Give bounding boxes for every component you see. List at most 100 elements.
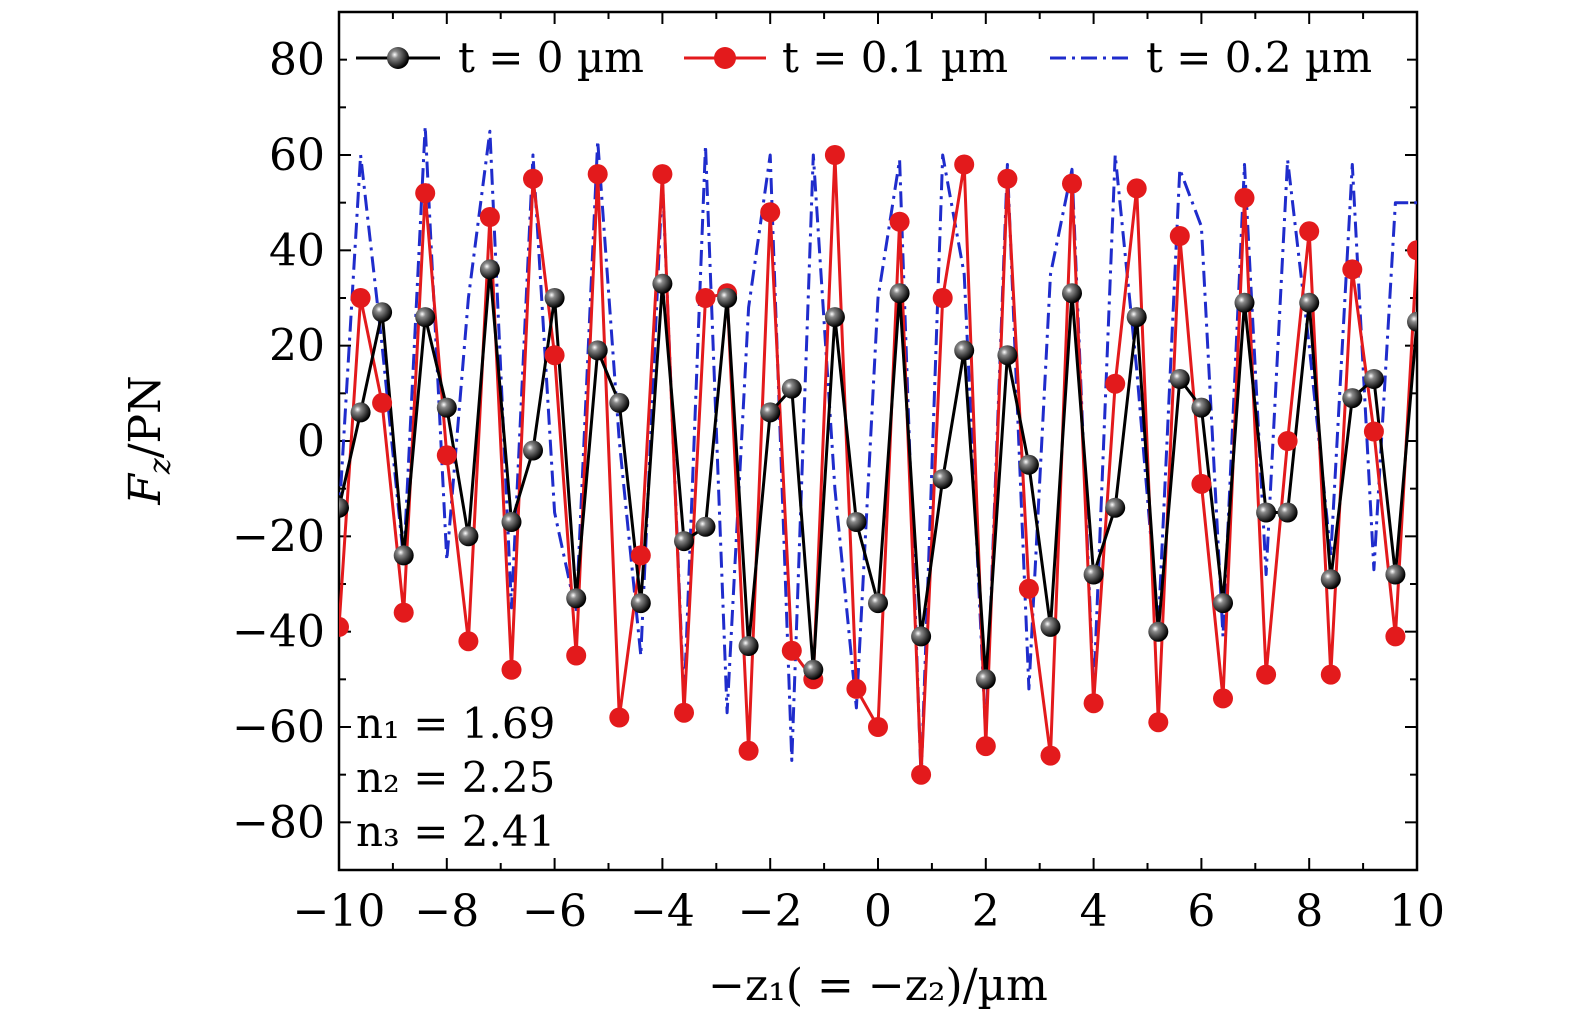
data-point — [1191, 473, 1212, 494]
data-point — [954, 340, 975, 361]
data-point — [997, 345, 1018, 366]
data-point — [1342, 259, 1363, 280]
data-point — [1299, 292, 1320, 313]
data-point — [1105, 373, 1126, 394]
y-axis-label-sub: z — [143, 458, 178, 475]
series-layer — [339, 124, 1417, 785]
y-tick-labels: −80 −60 −40 −20 0 20 40 60 80 — [232, 35, 325, 849]
data-point — [954, 154, 975, 175]
data-point — [738, 636, 759, 656]
data-point — [1320, 569, 1341, 590]
data-point — [717, 288, 738, 308]
data-point — [674, 531, 694, 552]
annotation-n2: n₂ = 2.25 — [356, 753, 555, 802]
x-tick-label: 0 — [864, 886, 892, 937]
x-tick-label: 2 — [972, 886, 1000, 937]
data-point — [350, 288, 371, 308]
x-tick-labels: −10 −8 −6 −4 −2 0 2 4 6 8 10 — [293, 886, 1445, 937]
data-point — [1277, 431, 1298, 451]
data-point — [1083, 564, 1104, 585]
data-point — [372, 392, 393, 413]
data-point — [760, 202, 781, 223]
y-axis-label: Fz/PN — [120, 375, 178, 505]
data-point — [1040, 745, 1061, 766]
data-point — [1213, 688, 1233, 709]
data-point — [1363, 369, 1384, 389]
data-point — [824, 307, 845, 328]
data-point — [1169, 226, 1190, 246]
data-point — [523, 168, 543, 189]
data-point — [415, 183, 436, 204]
y-tick-label: 20 — [269, 321, 325, 372]
y-tick-label: 40 — [269, 225, 325, 276]
data-point — [868, 717, 888, 737]
x-tick-label: −2 — [738, 886, 803, 937]
series-markers-0 — [339, 259, 1417, 690]
x-tick-label: 8 — [1295, 886, 1323, 937]
data-point — [803, 659, 824, 680]
data-point — [609, 707, 630, 728]
data-point — [695, 516, 716, 537]
data-point — [975, 669, 996, 690]
data-point — [1148, 712, 1169, 733]
data-point — [566, 588, 587, 609]
data-point — [1062, 283, 1082, 304]
data-point — [393, 545, 414, 566]
data-point — [372, 302, 393, 323]
legend-label-t0: t = 0 µm — [458, 33, 644, 82]
data-point — [1126, 307, 1147, 328]
data-point — [781, 378, 802, 399]
series-1 — [339, 153, 1417, 777]
data-point — [1191, 397, 1212, 418]
legend: t = 0 µm t = 0.1 µm t = 0.2 µm — [347, 24, 1407, 92]
x-tick-label: −4 — [630, 886, 695, 937]
data-point — [339, 616, 349, 637]
data-point — [652, 164, 673, 185]
series-line — [339, 153, 1417, 777]
data-point — [760, 402, 781, 423]
data-point — [1018, 454, 1039, 475]
data-point — [501, 659, 522, 680]
legend-label-t01: t = 0.1 µm — [782, 33, 1008, 82]
y-tick-label: 0 — [297, 416, 325, 467]
x-tick-label: 6 — [1187, 886, 1215, 937]
annotations: n₁ = 1.69 n₂ = 2.25 n₃ = 2.41 — [356, 699, 555, 856]
data-point — [975, 736, 996, 757]
data-point — [436, 397, 457, 418]
data-point — [1385, 626, 1406, 647]
data-point — [501, 512, 522, 532]
data-point — [889, 283, 910, 304]
y-tick-label: −80 — [232, 797, 325, 848]
data-point — [1083, 693, 1104, 714]
x-tick-label: −8 — [414, 886, 479, 937]
data-point — [479, 259, 500, 280]
data-point — [911, 626, 932, 647]
data-point — [415, 307, 436, 328]
y-tick-label: 80 — [269, 35, 325, 86]
data-point — [824, 145, 845, 165]
series-markers-1 — [339, 145, 1417, 785]
data-point — [1062, 173, 1082, 194]
axis-ticks — [338, 12, 1418, 870]
data-point — [674, 702, 694, 723]
data-point — [1299, 221, 1320, 242]
data-point — [393, 602, 414, 623]
data-point — [1213, 593, 1233, 614]
data-point — [1040, 616, 1061, 637]
data-point — [846, 512, 867, 532]
y-axis-label-main: F — [120, 473, 171, 506]
data-point — [997, 168, 1018, 189]
data-point — [1148, 621, 1169, 642]
data-point — [1234, 292, 1255, 313]
data-point — [609, 392, 630, 413]
data-point — [695, 288, 716, 308]
data-point — [1385, 564, 1406, 585]
data-point — [1342, 388, 1363, 409]
annotation-n1: n₁ = 1.69 — [356, 699, 555, 748]
data-point — [523, 440, 543, 461]
data-point — [846, 678, 867, 699]
y-tick-label: −20 — [232, 511, 325, 562]
data-point — [544, 288, 565, 308]
data-point — [932, 288, 953, 308]
